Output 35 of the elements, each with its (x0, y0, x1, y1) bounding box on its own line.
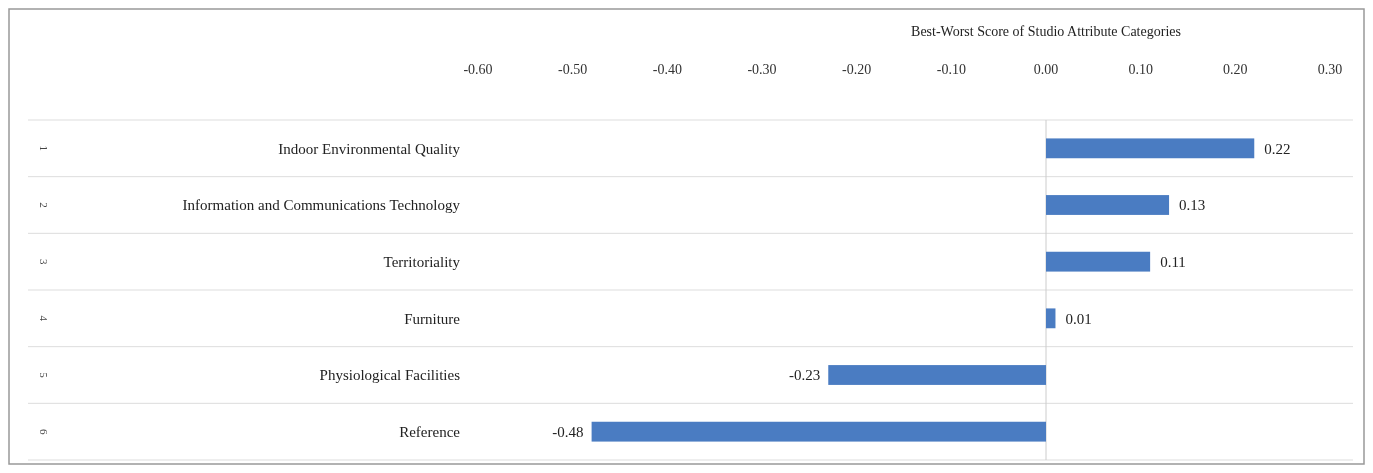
text: 5 (38, 372, 51, 379)
chart-title: Best-Worst Score of Studio Attribute Categories (911, 24, 1181, 39)
bar (1046, 195, 1170, 215)
x-tick-label: 0.30 (1317, 62, 1343, 77)
text: 3 (38, 258, 51, 265)
x-tick-label: -0.30 (747, 62, 777, 77)
bar (591, 421, 1046, 442)
data-label: -0.48 (552, 423, 584, 440)
text: 2 (38, 202, 51, 208)
x-tick-label: -0.50 (558, 62, 588, 77)
data-label: 0.22 (1264, 140, 1291, 157)
text: 6 (38, 428, 51, 435)
bar (1046, 251, 1151, 272)
y-tick-label: Indoor Environmental Quality (278, 140, 461, 157)
x-tick-label: 0.20 (1223, 62, 1248, 77)
text: 1 (38, 145, 51, 152)
x-tick-label: 0.00 (1033, 62, 1059, 77)
y-tick-label: Physiological Facilities (319, 367, 461, 384)
y-tick-label: Information and Communications Technology (182, 197, 461, 214)
bar (828, 365, 1046, 385)
y-tick-label: Reference (399, 423, 461, 440)
x-tick-label: -0.60 (463, 62, 493, 77)
y-tick-label: Furniture (404, 310, 461, 327)
bar (1046, 138, 1255, 159)
x-tick-label: -0.20 (842, 62, 872, 77)
data-label: 0.01 (1065, 310, 1092, 327)
data-label: -0.23 (789, 367, 821, 384)
data-label: 0.13 (1179, 197, 1206, 214)
x-tick-label: 0.10 (1128, 62, 1153, 77)
x-tick-label: -0.40 (652, 62, 682, 77)
text: 4 (38, 315, 51, 322)
data-label: 0.11 (1160, 253, 1186, 270)
bar (1046, 308, 1056, 329)
y-tick-label: Territoriality (383, 253, 461, 270)
x-tick-label: -0.10 (936, 62, 966, 77)
